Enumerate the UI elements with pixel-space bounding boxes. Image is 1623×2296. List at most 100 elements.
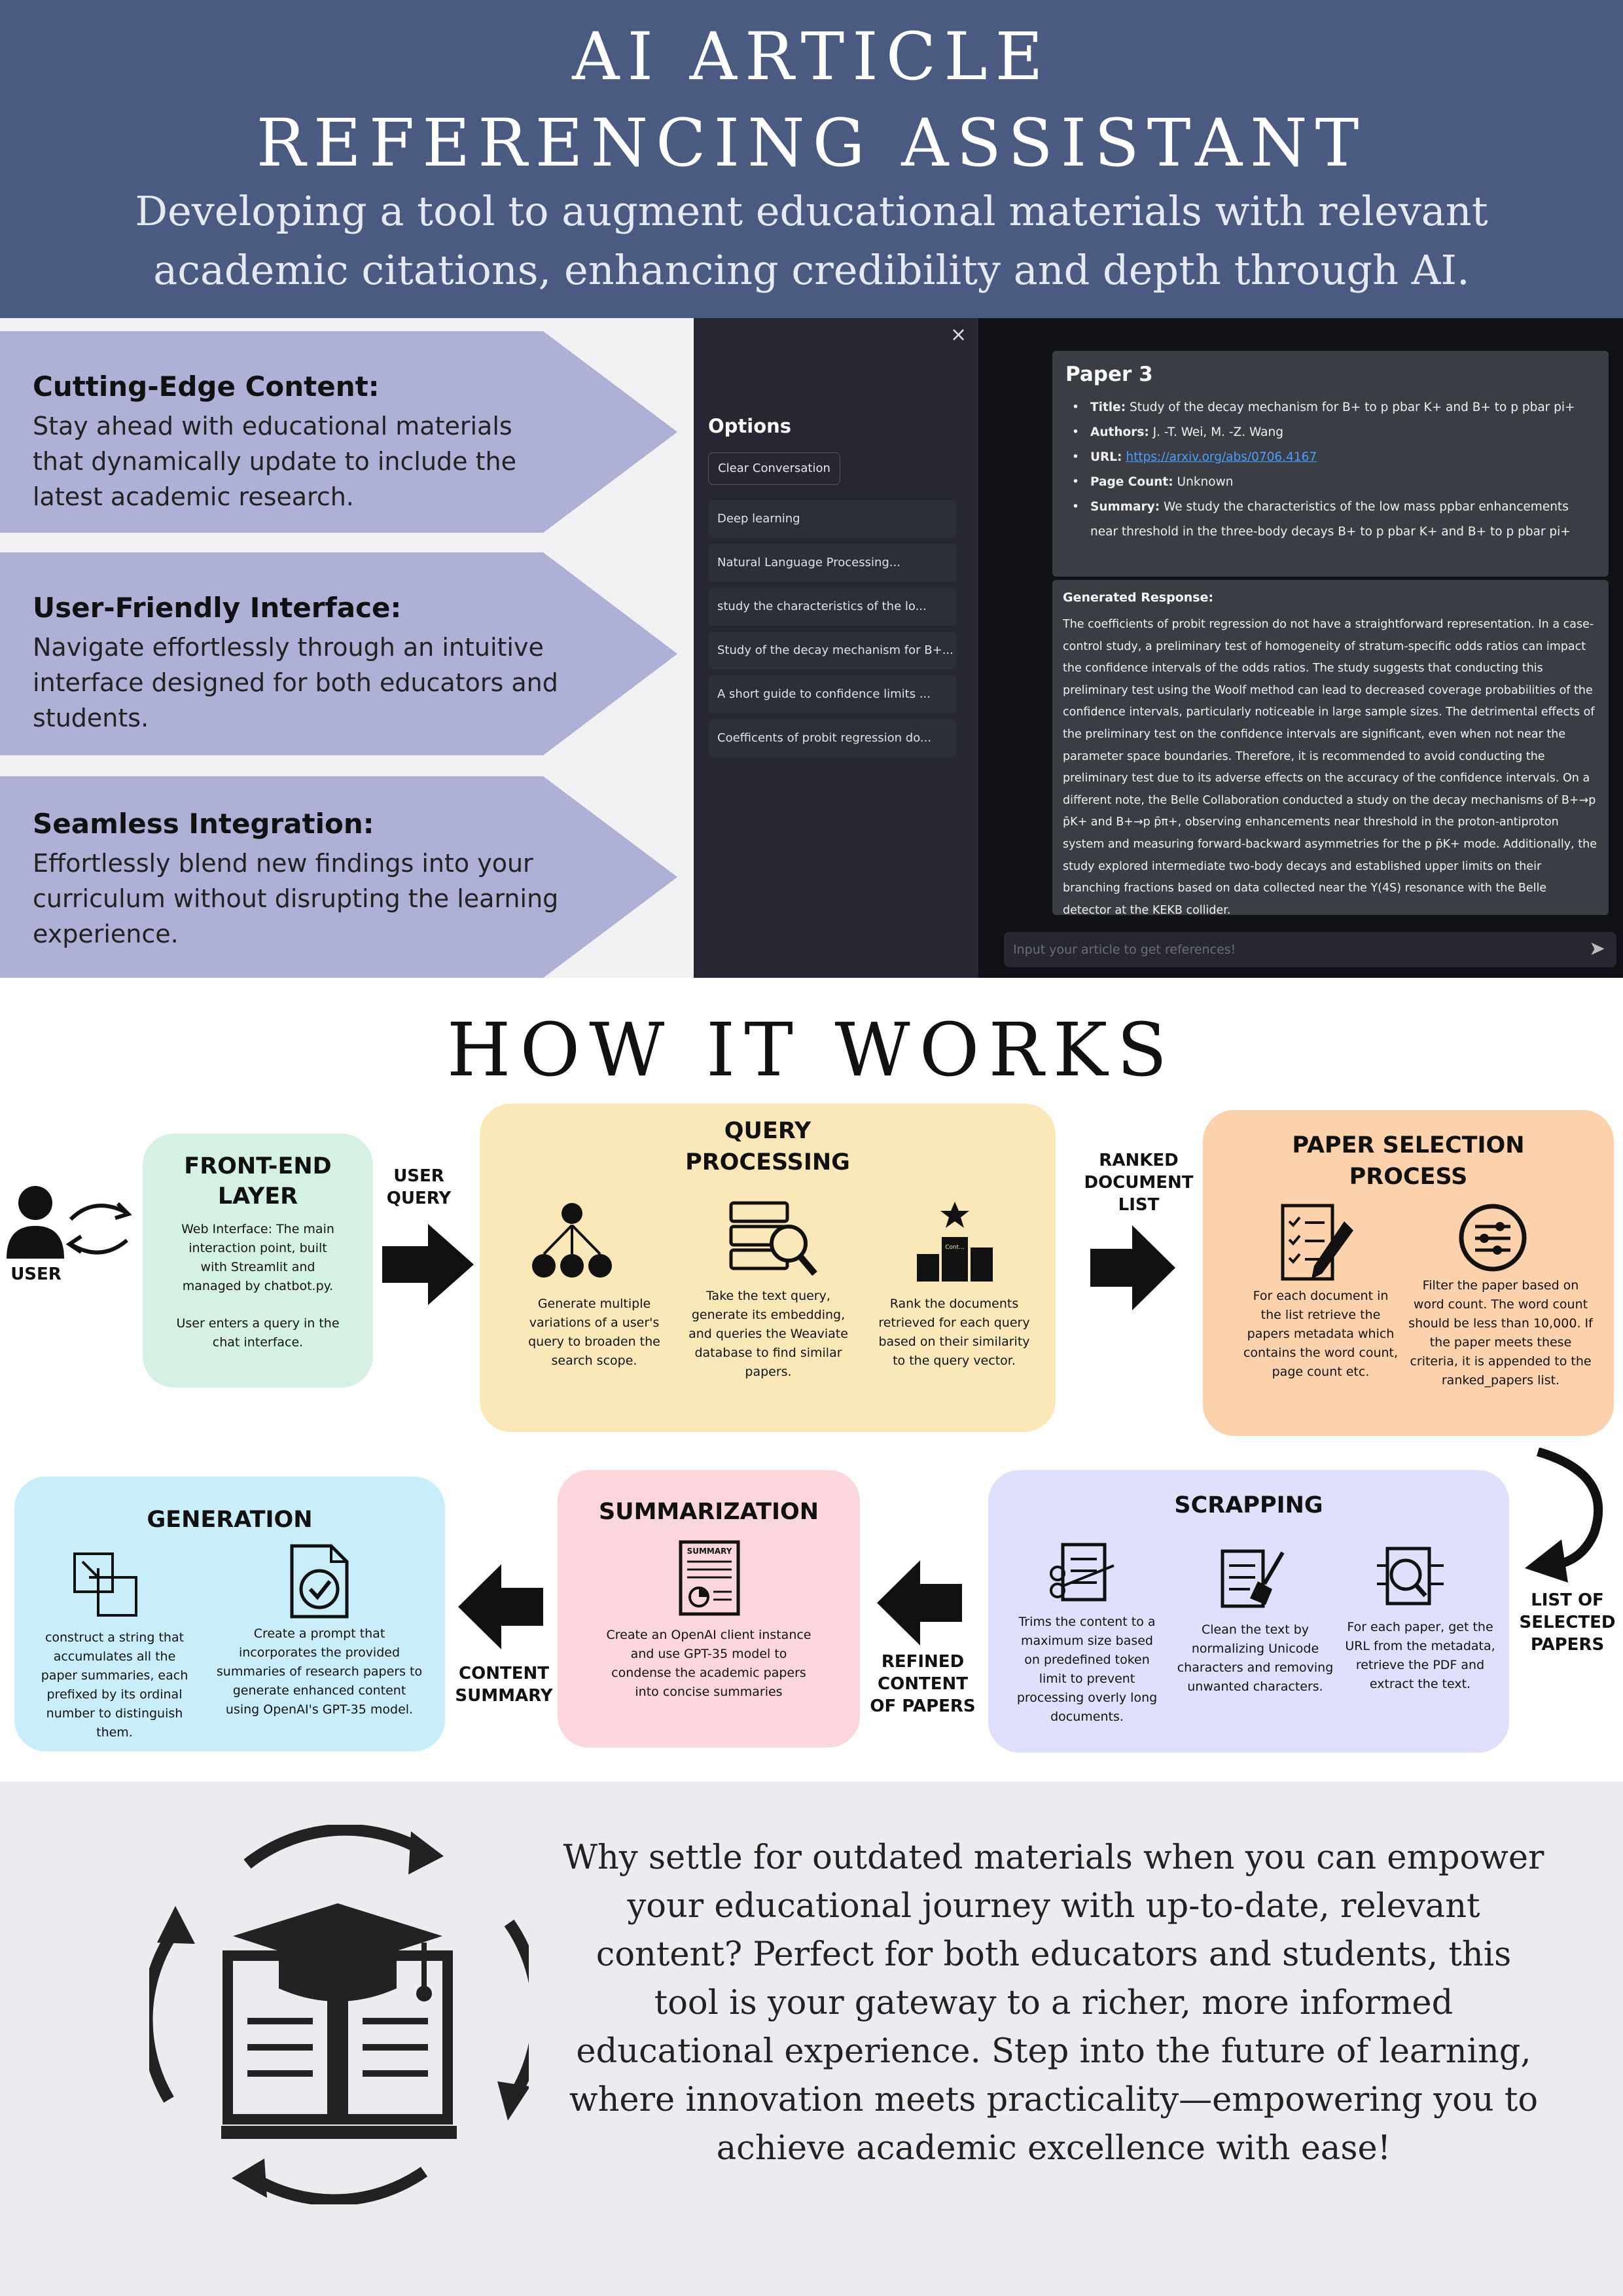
paper-pagecount-row: Page Count: Unknown <box>1065 470 1596 495</box>
app-sidebar: × Options Clear Conversation Deep learni… <box>694 318 978 978</box>
feature-text: Stay ahead with educational materials th… <box>33 412 516 511</box>
frontend-title-line1: FRONT-END <box>184 1153 332 1179</box>
clean-brush-icon <box>1221 1549 1285 1608</box>
query-step3-text: Rank the documents retrieved for each qu… <box>878 1297 1030 1368</box>
feature-title: Cutting-Edge Content: <box>33 370 380 403</box>
field-label: Page Count: <box>1090 475 1173 489</box>
frontend-layer-box: FRONT-END LAYER Web Interface: The main … <box>143 1134 373 1388</box>
user-icon <box>7 1186 132 1259</box>
education-book-icon <box>149 1825 529 2204</box>
response-label: Generated Response: <box>1063 590 1214 605</box>
curved-arrow-icon <box>1525 1448 1603 1583</box>
refined-content-label-l3: OF PAPERS <box>870 1696 976 1716</box>
options-heading: Options <box>708 415 792 437</box>
feature-text: Navigate effortlessly through an intuiti… <box>33 633 558 732</box>
selection-step1-text: For each document in the list retrieve t… <box>1243 1289 1399 1379</box>
feature-text: Effortlessly blend new findings into you… <box>33 849 559 948</box>
query-step1-text: Generate multiple variations of a user's… <box>528 1297 660 1368</box>
query-title-line2: PROCESSING <box>685 1149 850 1175</box>
query-step2-text: Take the text query, generate its embedd… <box>688 1289 848 1379</box>
field-label: Authors: <box>1090 425 1149 439</box>
field-label: Title: <box>1090 401 1126 414</box>
scrapping-step2-text: Clean the text by normalizing Unicode ch… <box>1177 1623 1334 1694</box>
generation-step2-text: Create a prompt that incorporates the pr… <box>216 1626 423 1717</box>
page-subtitle: Developing a tool to augment educational… <box>135 187 1488 294</box>
selected-papers-label-l3: PAPERS <box>1530 1635 1605 1655</box>
extract-pdf-icon <box>1377 1547 1444 1605</box>
frontend-title-line2: LAYER <box>217 1183 298 1210</box>
filter-settings-icon <box>1459 1204 1527 1272</box>
features-panel: Cutting-Edge Content: Stay ahead with ed… <box>0 318 694 978</box>
ranked-list-label-l1: RANKED <box>1099 1151 1179 1170</box>
summary-document-icon: SUMMARY <box>679 1540 740 1616</box>
generation-box: GENERATION construct a string that accum… <box>14 1477 445 1751</box>
summarization-box: SUMMARIZATION SUMMARY Create an OpenAI c… <box>558 1470 860 1748</box>
response-text: The coefficients of probit regression do… <box>1063 618 1597 917</box>
user-query-label-l2: QUERY <box>386 1189 452 1208</box>
ranking-podium-icon: Cont... <box>917 1202 993 1282</box>
user-label: USER <box>10 1265 62 1284</box>
ranked-list-label-l2: DOCUMENT <box>1084 1173 1194 1193</box>
history-item[interactable]: Natural Language Processing... <box>708 544 957 582</box>
selected-papers-label-l2: SELECTED <box>1519 1613 1616 1632</box>
user-query-label-l1: USER <box>393 1166 444 1186</box>
send-icon[interactable]: ➤ <box>1589 937 1606 960</box>
field-value: J. -T. Wei, M. -Z. Wang <box>1152 425 1283 439</box>
summarization-desc: Create an OpenAI client instance and use… <box>606 1628 812 1699</box>
scrapping-step1-text: Trims the content to a maximum size base… <box>1016 1615 1158 1724</box>
frontend-desc1: Web Interface: The main interaction poin… <box>181 1222 334 1293</box>
scrapping-title: SCRAPPING <box>1174 1492 1323 1518</box>
arrow-left-icon <box>877 1560 962 1645</box>
history-item[interactable]: Study of the decay mechanism for B+... <box>708 632 957 670</box>
history-item[interactable]: Coefficents of probit regression do... <box>708 719 957 757</box>
database-search-icon <box>729 1201 817 1276</box>
content-summary-label-l1: CONTENT <box>459 1664 549 1683</box>
scrapping-box: SCRAPPING Trims the content to a maximum… <box>988 1470 1509 1753</box>
paper-card: Paper 3 Title: Study of the decay mechan… <box>1052 351 1609 577</box>
bottom-panel <box>0 1782 1623 2296</box>
history-item[interactable]: Deep learning <box>708 500 957 538</box>
selected-papers-label-l1: LIST OF <box>1531 1590 1604 1610</box>
field-value: Study of the decay mechanism for B+ to p… <box>1129 401 1575 414</box>
paper-url-link[interactable]: https://arxiv.org/abs/0706.4167 <box>1126 450 1317 464</box>
feature-user-friendly: User-Friendly Interface: Navigate effort… <box>0 552 677 755</box>
paper-title-row: Title: Study of the decay mechanism for … <box>1065 395 1596 420</box>
app-screenshot: × Options Clear Conversation Deep learni… <box>694 318 1623 978</box>
trim-document-icon <box>1050 1543 1115 1602</box>
page-title-line2: REFERENCING ASSISTANT <box>256 105 1367 181</box>
paper-details: Title: Study of the decay mechanism for … <box>1065 395 1596 545</box>
content-summary-label-l2: SUMMARY <box>455 1686 553 1706</box>
paper-title: Paper 3 <box>1065 363 1153 386</box>
generation-title: GENERATION <box>147 1507 313 1533</box>
close-icon[interactable]: × <box>950 323 967 346</box>
hierarchy-icon <box>532 1203 612 1278</box>
field-value: We study the characteristics of the low … <box>1090 500 1571 539</box>
summary-doc-label: SUMMARY <box>687 1547 732 1556</box>
field-label: URL: <box>1090 450 1122 464</box>
history-item[interactable]: study the characteristics of the lo... <box>708 588 957 626</box>
feature-title: Seamless Integration: <box>33 808 374 840</box>
merge-icon <box>73 1552 137 1617</box>
selection-title-line1: PAPER SELECTION <box>1292 1132 1525 1158</box>
closing-paragraph: Why settle for outdated materials when y… <box>563 1839 1544 2168</box>
paper-summary-row: Summary: We study the characteristics of… <box>1065 495 1596 545</box>
header-banner: AI ARTICLE REFERENCING ASSISTANT Develop… <box>0 0 1623 318</box>
refined-content-label-l1: REFINED <box>881 1652 965 1672</box>
checklist-pen-icon <box>1281 1204 1353 1281</box>
paper-authors-row: Authors: J. -T. Wei, M. -Z. Wang <box>1065 420 1596 445</box>
arrow-right-icon <box>382 1224 474 1305</box>
feature-cutting-edge: Cutting-Edge Content: Stay ahead with ed… <box>0 331 677 533</box>
scrapping-step3-text: For each paper, get the URL from the met… <box>1345 1620 1495 1691</box>
query-title-line1: QUERY <box>724 1118 812 1144</box>
query-processing-box: QUERY PROCESSING Cont... Generate multip… <box>480 1103 1056 1432</box>
chat-input[interactable]: Input your article to get references! <box>1004 932 1616 967</box>
page-title-line1: AI ARTICLE <box>572 18 1051 95</box>
response-card: Generated Response: The coefficients of … <box>1052 580 1609 917</box>
summarization-title: SUMMARIZATION <box>598 1499 819 1525</box>
arrow-right-icon <box>1090 1225 1175 1310</box>
frontend-desc2: User enters a query in the chat interfac… <box>176 1316 340 1350</box>
clear-conversation-button[interactable]: Clear Conversation <box>708 452 840 485</box>
ranked-list-label-l3: LIST <box>1118 1195 1160 1215</box>
history-item[interactable]: A short guide to confidence limits ... <box>708 675 957 713</box>
selection-title-line2: PROCESS <box>1349 1164 1468 1190</box>
